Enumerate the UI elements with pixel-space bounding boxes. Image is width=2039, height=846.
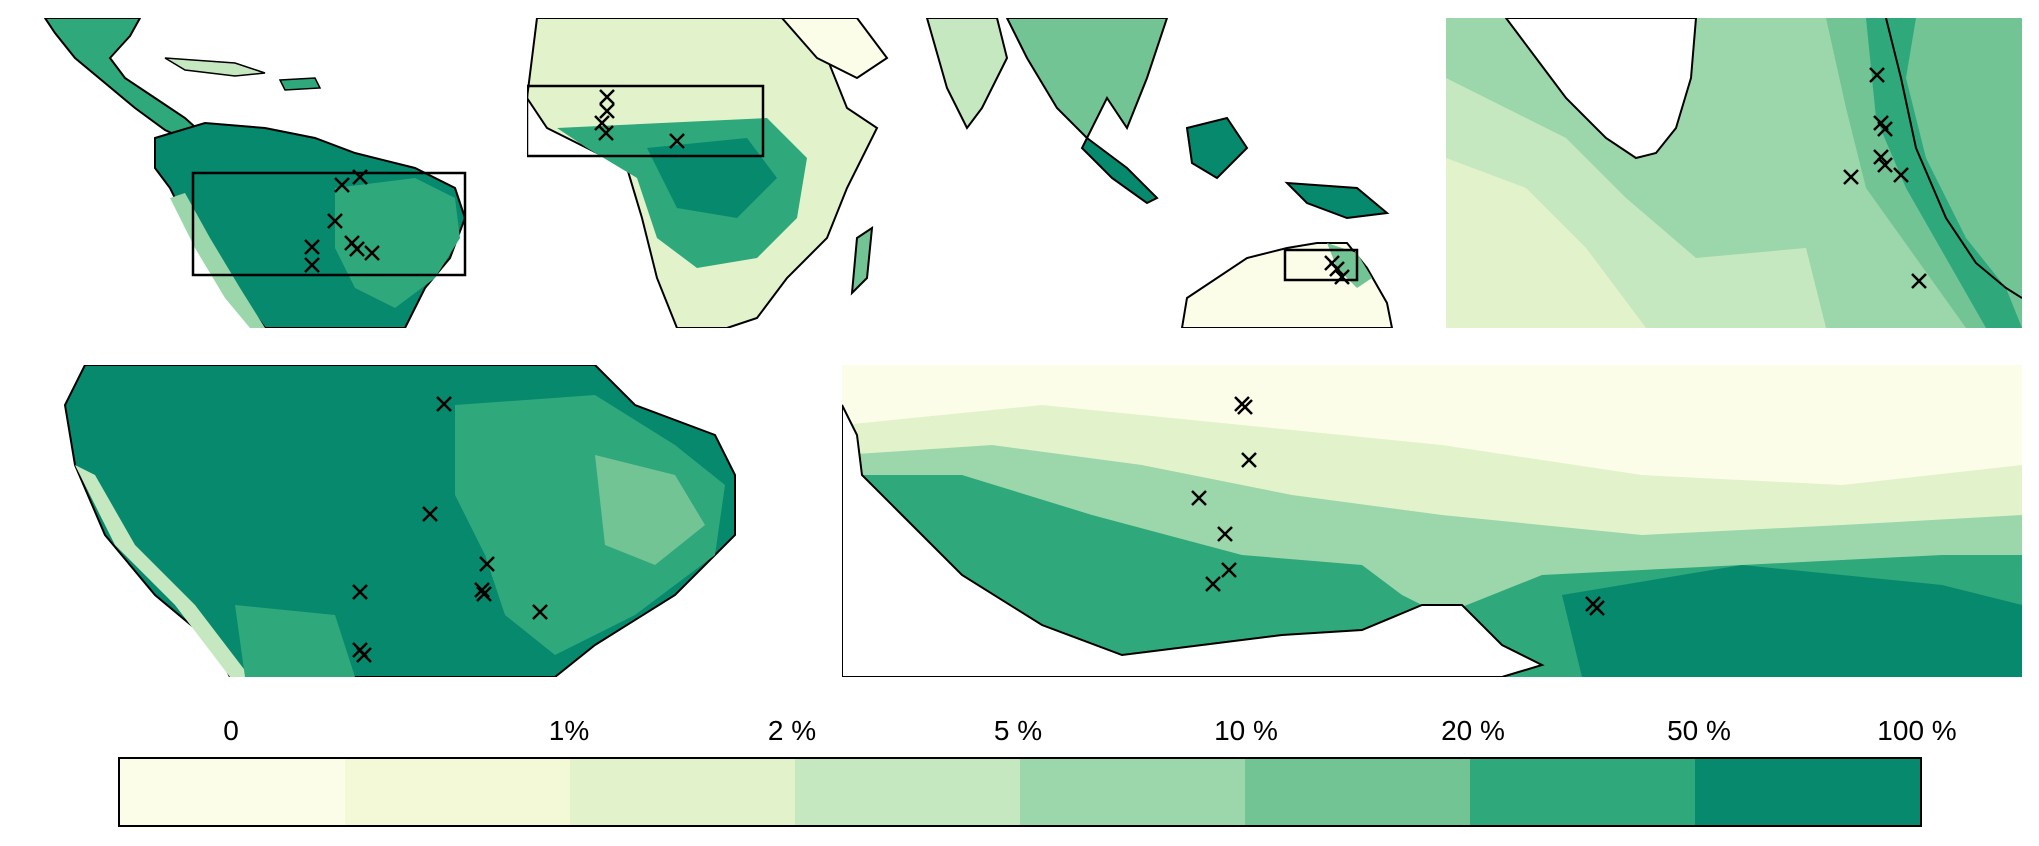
- land-central-america: [43, 18, 207, 146]
- map-panel-amazon-zoom: [35, 365, 797, 677]
- land-hispaniola: [278, 77, 322, 91]
- site-markers: [594, 89, 1350, 285]
- land-sumatra: [1080, 136, 1159, 205]
- west-africa-zoom-map: [842, 365, 2022, 677]
- colorbar-label-1: 1%: [548, 715, 590, 746]
- colorbar-segment: [120, 759, 345, 825]
- ocean-gulf: [1504, 18, 1698, 160]
- land-new-guinea: [1284, 181, 1390, 220]
- colorbar: [118, 757, 1922, 827]
- map-panel-africa-asia-overview: [527, 18, 1413, 328]
- site-markers: [304, 169, 380, 273]
- land-se-asia: [1005, 18, 1169, 140]
- colorbar-segment: [345, 759, 570, 825]
- site-markers: [1191, 396, 1605, 616]
- region-congo-wettest: [1562, 565, 2022, 677]
- colorbar-labels: 0 1% 2 % 5 % 10 % 20 % 50 % 100 %: [0, 715, 2039, 755]
- land-madagascar: [850, 225, 874, 296]
- zoom-box-queensland: [1283, 248, 1359, 282]
- region-andes-dry: [75, 465, 250, 677]
- site-markers: [1843, 67, 1927, 289]
- colorbar-label-2: 2 %: [767, 715, 817, 746]
- colorbar-label-0: 0: [223, 715, 239, 746]
- zoom-box-amazon: [191, 171, 467, 277]
- region-south-wet: [235, 605, 355, 677]
- land-cuba: [164, 57, 266, 77]
- coastline-east: [1885, 18, 2022, 299]
- zoom-box-west-africa: [527, 84, 765, 158]
- colorbar-segment: [1245, 759, 1470, 825]
- colorbar-segment: [1695, 759, 1920, 825]
- map-panel-americas-overview: [35, 18, 527, 328]
- colorbar-label-4: 10 %: [1214, 715, 1278, 746]
- land-congo-basin: [647, 138, 777, 218]
- region-interior-driest: [1446, 158, 1646, 328]
- colorbar-segment: [795, 759, 1020, 825]
- queensland-zoom-map: [1446, 18, 2022, 328]
- colorbar-label-3: 5 %: [993, 715, 1043, 746]
- site-markers: [352, 396, 548, 663]
- land-india: [925, 18, 1009, 130]
- colorbar-label-6: 50 %: [1667, 715, 1731, 746]
- land-borneo: [1185, 116, 1249, 180]
- colorbar-segment: [570, 759, 795, 825]
- colorbar-label-5: 20 %: [1441, 715, 1505, 746]
- americas-overview-map: [43, 18, 467, 328]
- africa-asia-overview-map: [527, 18, 1394, 328]
- region-east-drier: [455, 395, 725, 655]
- ocean-gulf-of-guinea: [842, 404, 1545, 677]
- colorbar-segment: [1470, 759, 1695, 825]
- region-east-driest: [595, 455, 705, 565]
- map-panel-west-africa-zoom: [842, 365, 2022, 677]
- land-arabia: [780, 18, 889, 80]
- map-panel-queensland-zoom: [1446, 18, 2022, 328]
- land-queensland-coast: [1327, 243, 1372, 288]
- colorbar-segment: [1020, 759, 1245, 825]
- colorbar-label-7: 100 %: [1877, 715, 1957, 746]
- amazon-zoom-map: [35, 365, 797, 677]
